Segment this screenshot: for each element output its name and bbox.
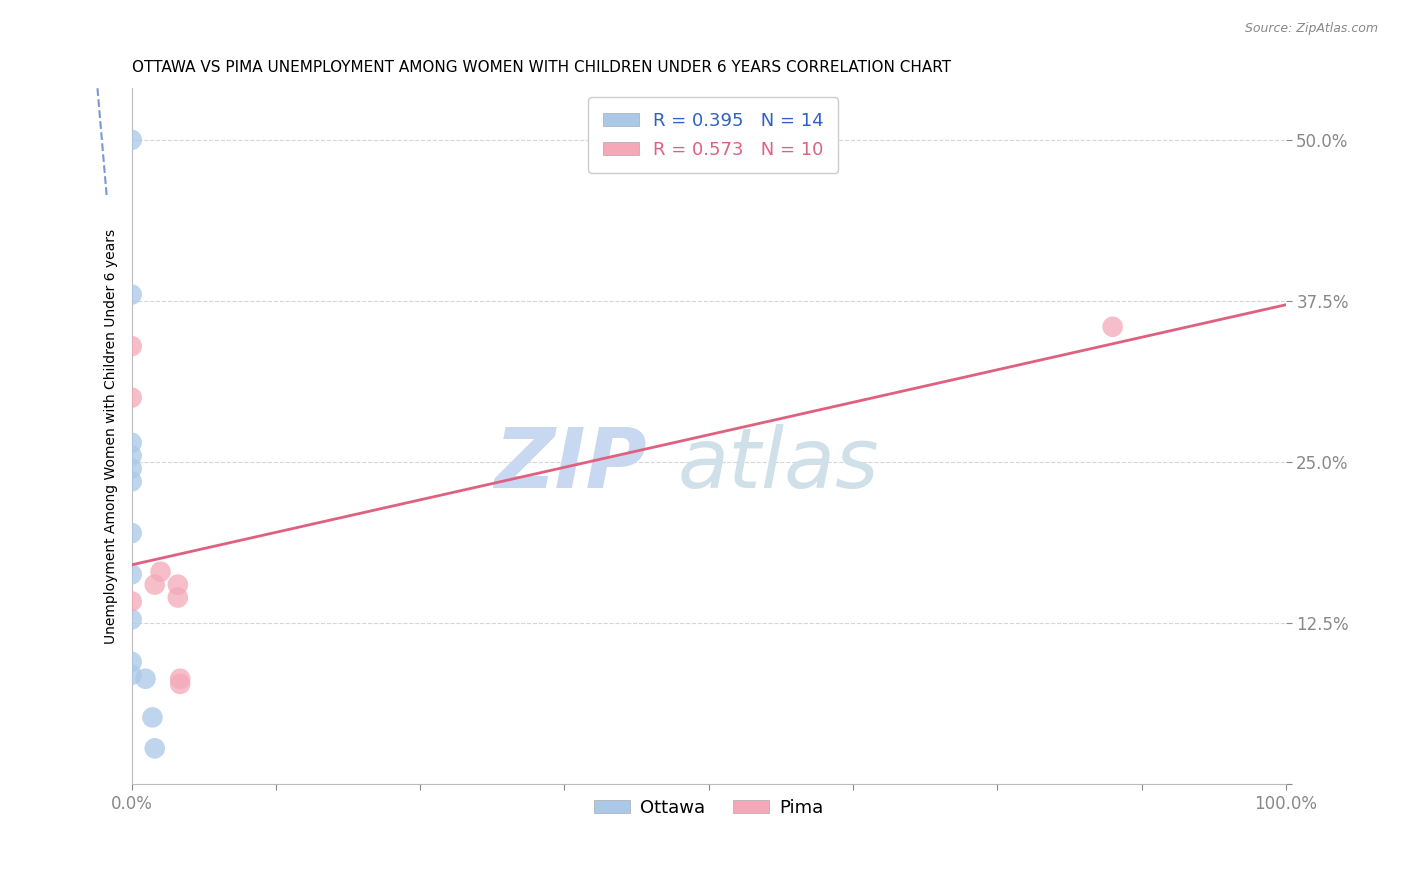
- Point: [149, 565, 172, 579]
- Point: [121, 668, 143, 682]
- Point: [143, 741, 166, 756]
- Point: [141, 710, 163, 724]
- Point: [121, 567, 143, 582]
- Point: [121, 594, 143, 608]
- Text: atlas: atlas: [678, 424, 879, 505]
- Point: [121, 133, 143, 147]
- Point: [121, 339, 143, 353]
- Point: [121, 612, 143, 626]
- Point: [121, 391, 143, 405]
- Point: [121, 435, 143, 450]
- Point: [169, 677, 191, 691]
- Text: Source: ZipAtlas.com: Source: ZipAtlas.com: [1244, 22, 1378, 36]
- Point: [121, 287, 143, 301]
- Point: [121, 526, 143, 541]
- Point: [135, 672, 157, 686]
- Text: OTTAWA VS PIMA UNEMPLOYMENT AMONG WOMEN WITH CHILDREN UNDER 6 YEARS CORRELATION : OTTAWA VS PIMA UNEMPLOYMENT AMONG WOMEN …: [132, 60, 950, 75]
- Point: [1101, 319, 1123, 334]
- Point: [166, 577, 188, 591]
- Point: [143, 577, 166, 591]
- Point: [121, 475, 143, 489]
- Point: [166, 591, 188, 605]
- Legend: Ottawa, Pima: Ottawa, Pima: [586, 792, 831, 824]
- Y-axis label: Unemployment Among Women with Children Under 6 years: Unemployment Among Women with Children U…: [104, 228, 118, 644]
- Point: [169, 672, 191, 686]
- Point: [121, 655, 143, 669]
- Point: [121, 449, 143, 463]
- Text: ZIP: ZIP: [494, 424, 647, 505]
- Point: [121, 461, 143, 475]
